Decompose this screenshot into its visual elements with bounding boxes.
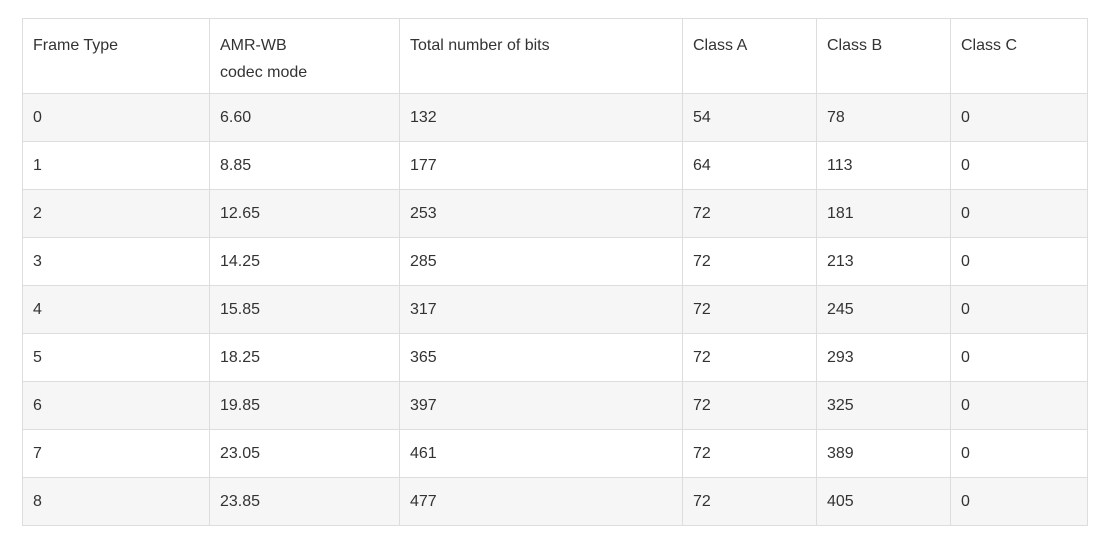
table-row: 7 23.05 461 72 389 0 (22, 429, 1088, 478)
cell-class-b: 213 (816, 237, 951, 286)
cell-codec-mode: 18.25 (209, 333, 400, 382)
cell-codec-mode: 12.65 (209, 189, 400, 238)
cell-class-b: 113 (816, 141, 951, 190)
cell-frame-type: 1 (22, 141, 210, 190)
cell-class-c: 0 (950, 381, 1088, 430)
cell-class-a: 72 (682, 333, 817, 382)
cell-class-a: 72 (682, 381, 817, 430)
header-class-c: Class C (950, 18, 1088, 94)
cell-class-a: 72 (682, 285, 817, 334)
cell-total-bits: 132 (399, 93, 683, 142)
cell-class-c: 0 (950, 189, 1088, 238)
cell-total-bits: 285 (399, 237, 683, 286)
header-class-a: Class A (682, 18, 817, 94)
cell-class-a: 72 (682, 429, 817, 478)
cell-total-bits: 317 (399, 285, 683, 334)
cell-frame-type: 4 (22, 285, 210, 334)
cell-frame-type: 2 (22, 189, 210, 238)
cell-class-b: 245 (816, 285, 951, 334)
table-body: 0 6.60 132 54 78 0 1 8.85 177 64 113 0 2 12.65 253 72 18… (22, 93, 1088, 526)
cell-class-b: 325 (816, 381, 951, 430)
cell-codec-mode: 8.85 (209, 141, 400, 190)
cell-class-c: 0 (950, 93, 1088, 142)
cell-class-a: 72 (682, 189, 817, 238)
cell-codec-mode: 6.60 (209, 93, 400, 142)
cell-class-b: 293 (816, 333, 951, 382)
header-frame-type: Frame Type (22, 18, 210, 94)
cell-frame-type: 5 (22, 333, 210, 382)
header-total-bits: Total number of bits (399, 18, 683, 94)
cell-class-a: 64 (682, 141, 817, 190)
cell-codec-mode: 15.85 (209, 285, 400, 334)
cell-total-bits: 477 (399, 477, 683, 526)
cell-total-bits: 177 (399, 141, 683, 190)
cell-class-a: 54 (682, 93, 817, 142)
cell-codec-mode: 14.25 (209, 237, 400, 286)
cell-codec-mode: 19.85 (209, 381, 400, 430)
cell-class-b: 78 (816, 93, 951, 142)
table-row: 3 14.25 285 72 213 0 (22, 237, 1088, 286)
table-row: 6 19.85 397 72 325 0 (22, 381, 1088, 430)
cell-total-bits: 365 (399, 333, 683, 382)
cell-class-c: 0 (950, 477, 1088, 526)
cell-class-a: 72 (682, 237, 817, 286)
frame-type-table: Frame Type AMR-WB codec mode Total number… (22, 18, 1088, 526)
cell-total-bits: 397 (399, 381, 683, 430)
cell-frame-type: 6 (22, 381, 210, 430)
cell-class-a: 72 (682, 477, 817, 526)
cell-frame-type: 3 (22, 237, 210, 286)
header-class-b: Class B (816, 18, 951, 94)
cell-frame-type: 0 (22, 93, 210, 142)
cell-class-c: 0 (950, 285, 1088, 334)
table-header-row: Frame Type AMR-WB codec mode Total number… (22, 18, 1088, 94)
cell-class-c: 0 (950, 333, 1088, 382)
header-amr-line1: AMR-WB (220, 37, 287, 54)
cell-total-bits: 461 (399, 429, 683, 478)
table-row: 1 8.85 177 64 113 0 (22, 141, 1088, 190)
cell-class-c: 0 (950, 141, 1088, 190)
cell-frame-type: 8 (22, 477, 210, 526)
cell-class-c: 0 (950, 429, 1088, 478)
header-amr-wb-codec-mode: AMR-WB codec mode (209, 18, 400, 94)
table-row: 0 6.60 132 54 78 0 (22, 93, 1088, 142)
table-row: 5 18.25 365 72 293 0 (22, 333, 1088, 382)
cell-codec-mode: 23.05 (209, 429, 400, 478)
table-row: 8 23.85 477 72 405 0 (22, 477, 1088, 526)
table-row: 2 12.65 253 72 181 0 (22, 189, 1088, 238)
header-amr-line2: codec mode (220, 64, 308, 81)
cell-class-c: 0 (950, 237, 1088, 286)
cell-class-b: 181 (816, 189, 951, 238)
table-row: 4 15.85 317 72 245 0 (22, 285, 1088, 334)
cell-class-b: 405 (816, 477, 951, 526)
cell-codec-mode: 23.85 (209, 477, 400, 526)
cell-total-bits: 253 (399, 189, 683, 238)
cell-frame-type: 7 (22, 429, 210, 478)
cell-class-b: 389 (816, 429, 951, 478)
